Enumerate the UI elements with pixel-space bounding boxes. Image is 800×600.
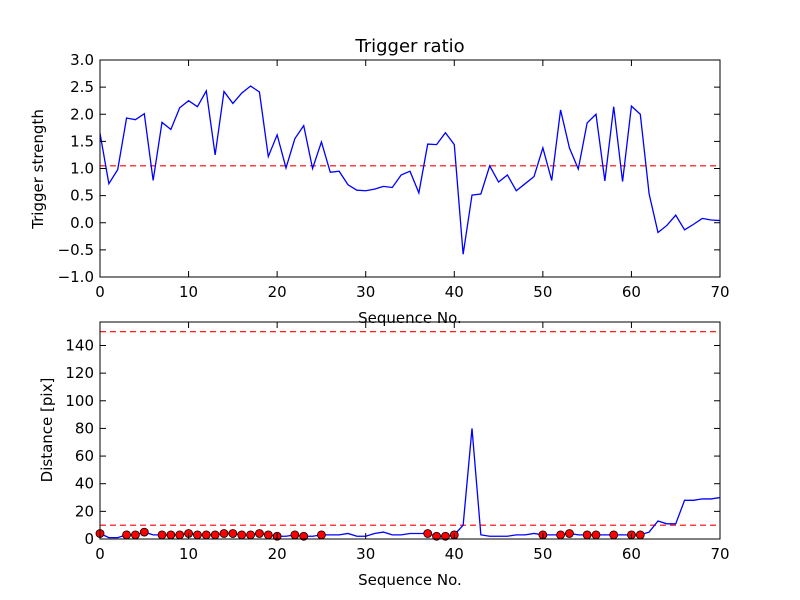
y-tick-label: 0.0 bbox=[70, 214, 94, 232]
data-point bbox=[246, 530, 255, 540]
y-tick-label: 1.0 bbox=[70, 160, 94, 178]
y-tick-label: 0 bbox=[84, 530, 94, 548]
x-tick-label: 10 bbox=[179, 283, 198, 301]
x-tick-label: 20 bbox=[268, 545, 287, 563]
data-point bbox=[193, 530, 202, 540]
data-point bbox=[263, 530, 273, 540]
data-point bbox=[228, 529, 238, 538]
y-tick-label: 40 bbox=[75, 475, 94, 493]
data-point bbox=[441, 531, 450, 541]
x-tick-label: 0 bbox=[95, 545, 105, 563]
data-point bbox=[432, 531, 441, 541]
series-line bbox=[100, 85, 720, 255]
x-tick-label: 20 bbox=[268, 283, 287, 301]
y-tick-label: 1.5 bbox=[70, 132, 94, 150]
data-point bbox=[317, 530, 326, 540]
y-tick-label: 0.5 bbox=[70, 187, 94, 205]
axes-frame bbox=[99, 321, 721, 540]
x-axis-label: Sequence No. bbox=[358, 309, 462, 327]
x-tick-label: 40 bbox=[445, 283, 464, 301]
y-axis-label: Trigger strength bbox=[29, 109, 47, 230]
data-point bbox=[635, 530, 645, 540]
y-tick-label: −1.0 bbox=[58, 268, 94, 286]
chart-title: Trigger ratio bbox=[354, 36, 464, 57]
x-tick-label: 60 bbox=[622, 283, 641, 301]
trigger-ratio-chart: Trigger ratio Sequence No. Trigger stren… bbox=[29, 36, 730, 327]
data-point bbox=[166, 530, 176, 540]
x-tick-label: 50 bbox=[533, 283, 552, 301]
x-tick-label: 50 bbox=[533, 545, 552, 563]
x-tick-label: 0 bbox=[95, 283, 105, 301]
y-tick-label: 2.5 bbox=[70, 78, 94, 96]
data-point bbox=[290, 530, 300, 540]
y-tick-label: 2.0 bbox=[70, 105, 94, 123]
data-point bbox=[139, 527, 149, 537]
x-tick-label: 40 bbox=[445, 545, 464, 563]
data-point bbox=[423, 529, 433, 538]
data-point bbox=[175, 530, 185, 540]
y-tick-label: 60 bbox=[75, 447, 94, 465]
plot-area: 0 10 20 30 40 50 60 70 0 20 40 60 80 100 120 140 bbox=[65, 321, 730, 563]
data-point bbox=[237, 530, 247, 540]
x-tick-label: 30 bbox=[356, 283, 375, 301]
x-tick-label: 70 bbox=[710, 283, 729, 301]
y-tick-label: 3.0 bbox=[70, 51, 94, 69]
data-point bbox=[556, 530, 565, 540]
plot-area: 0 10 20 30 40 50 60 70 −1.0 −0.5 0.0 0.5 1.0 1.5 2.0 2.… bbox=[58, 51, 730, 301]
y-tick-label: 20 bbox=[75, 502, 94, 520]
x-tick-label: 60 bbox=[622, 545, 641, 563]
data-point bbox=[255, 529, 264, 538]
x-axis-label: Sequence No. bbox=[358, 571, 462, 589]
data-point bbox=[122, 530, 131, 540]
y-tick-label: 100 bbox=[65, 392, 94, 410]
distance-chart: Sequence No. Distance [pix] 0 10 20 30 40 50 6… bbox=[38, 321, 730, 589]
x-tick-label: 10 bbox=[179, 545, 198, 563]
x-tick-label: 70 bbox=[710, 545, 729, 563]
y-axis-label: Distance [pix] bbox=[38, 378, 56, 483]
data-point bbox=[299, 531, 309, 541]
y-tick-label: 120 bbox=[65, 364, 94, 382]
y-tick-label: 140 bbox=[65, 336, 94, 354]
data-point bbox=[210, 530, 220, 540]
data-point bbox=[565, 529, 574, 538]
data-point bbox=[582, 530, 592, 540]
y-tick-label: 80 bbox=[75, 419, 94, 437]
data-point bbox=[201, 530, 211, 540]
data-point bbox=[591, 530, 601, 540]
data-point bbox=[219, 529, 229, 538]
x-tick-label: 30 bbox=[356, 545, 375, 563]
data-point bbox=[609, 530, 619, 540]
y-tick-label: −0.5 bbox=[58, 241, 94, 259]
data-point bbox=[157, 530, 167, 540]
data-point bbox=[131, 530, 140, 540]
